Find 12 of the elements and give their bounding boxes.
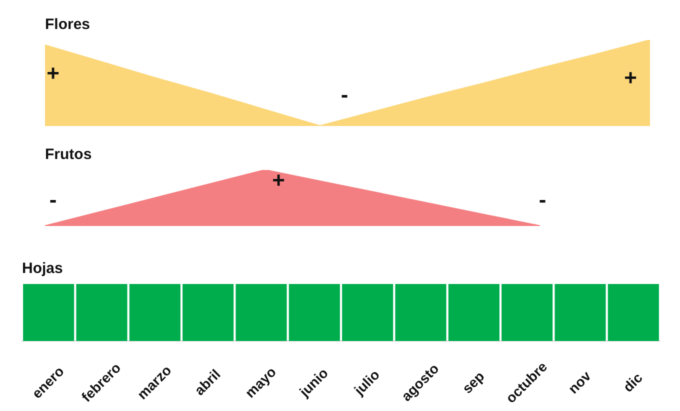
annotation: - [340,82,348,107]
chart-title: Hojas [22,260,63,278]
chart-title: Frutos [45,146,92,164]
annotation: - [49,186,57,212]
annotation: - [538,186,546,212]
x-tick-label: dic [620,369,646,396]
annotation: + [624,64,637,90]
chart-title: Flores [45,16,90,34]
annotation: + [46,60,60,86]
x-tick-label: sep [458,368,488,396]
x-tick-label: nov [564,368,594,397]
annotation: + [272,167,285,192]
